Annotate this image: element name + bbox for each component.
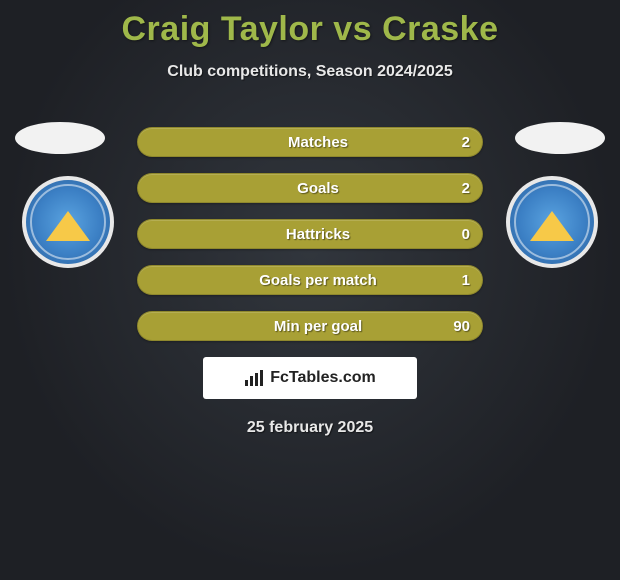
stat-value-right: 1 xyxy=(462,272,470,289)
page-title: Craig Taylor vs Craske xyxy=(0,0,620,49)
stat-row-matches: Matches 2 xyxy=(137,127,483,157)
mountain-icon xyxy=(46,211,90,241)
stat-value-right: 2 xyxy=(462,134,470,151)
player-right-avatar xyxy=(515,122,605,154)
stat-value-right: 90 xyxy=(453,318,470,335)
stat-label: Goals xyxy=(297,180,339,197)
stat-row-hattricks: Hattricks 0 xyxy=(137,219,483,249)
brand-text: FcTables.com xyxy=(270,369,376,387)
stat-row-goals-per-match: Goals per match 1 xyxy=(137,265,483,295)
mountain-icon xyxy=(530,211,574,241)
date-text: 25 february 2025 xyxy=(0,419,620,437)
stat-label: Min per goal xyxy=(274,318,362,335)
page-subtitle: Club competitions, Season 2024/2025 xyxy=(0,63,620,81)
stat-value-right: 0 xyxy=(462,226,470,243)
stat-row-goals: Goals 2 xyxy=(137,173,483,203)
player-left-avatar xyxy=(15,122,105,154)
bar-chart-icon xyxy=(244,369,264,387)
stat-label: Matches xyxy=(288,134,348,151)
club-badge-left xyxy=(22,176,114,268)
club-badge-right xyxy=(506,176,598,268)
stat-row-min-per-goal: Min per goal 90 xyxy=(137,311,483,341)
stat-label: Goals per match xyxy=(259,272,377,289)
brand-box[interactable]: FcTables.com xyxy=(203,357,417,399)
stat-label: Hattricks xyxy=(286,226,350,243)
stats-container: Matches 2 Goals 2 Hattricks 0 Goals per … xyxy=(137,127,483,341)
stat-value-right: 2 xyxy=(462,180,470,197)
